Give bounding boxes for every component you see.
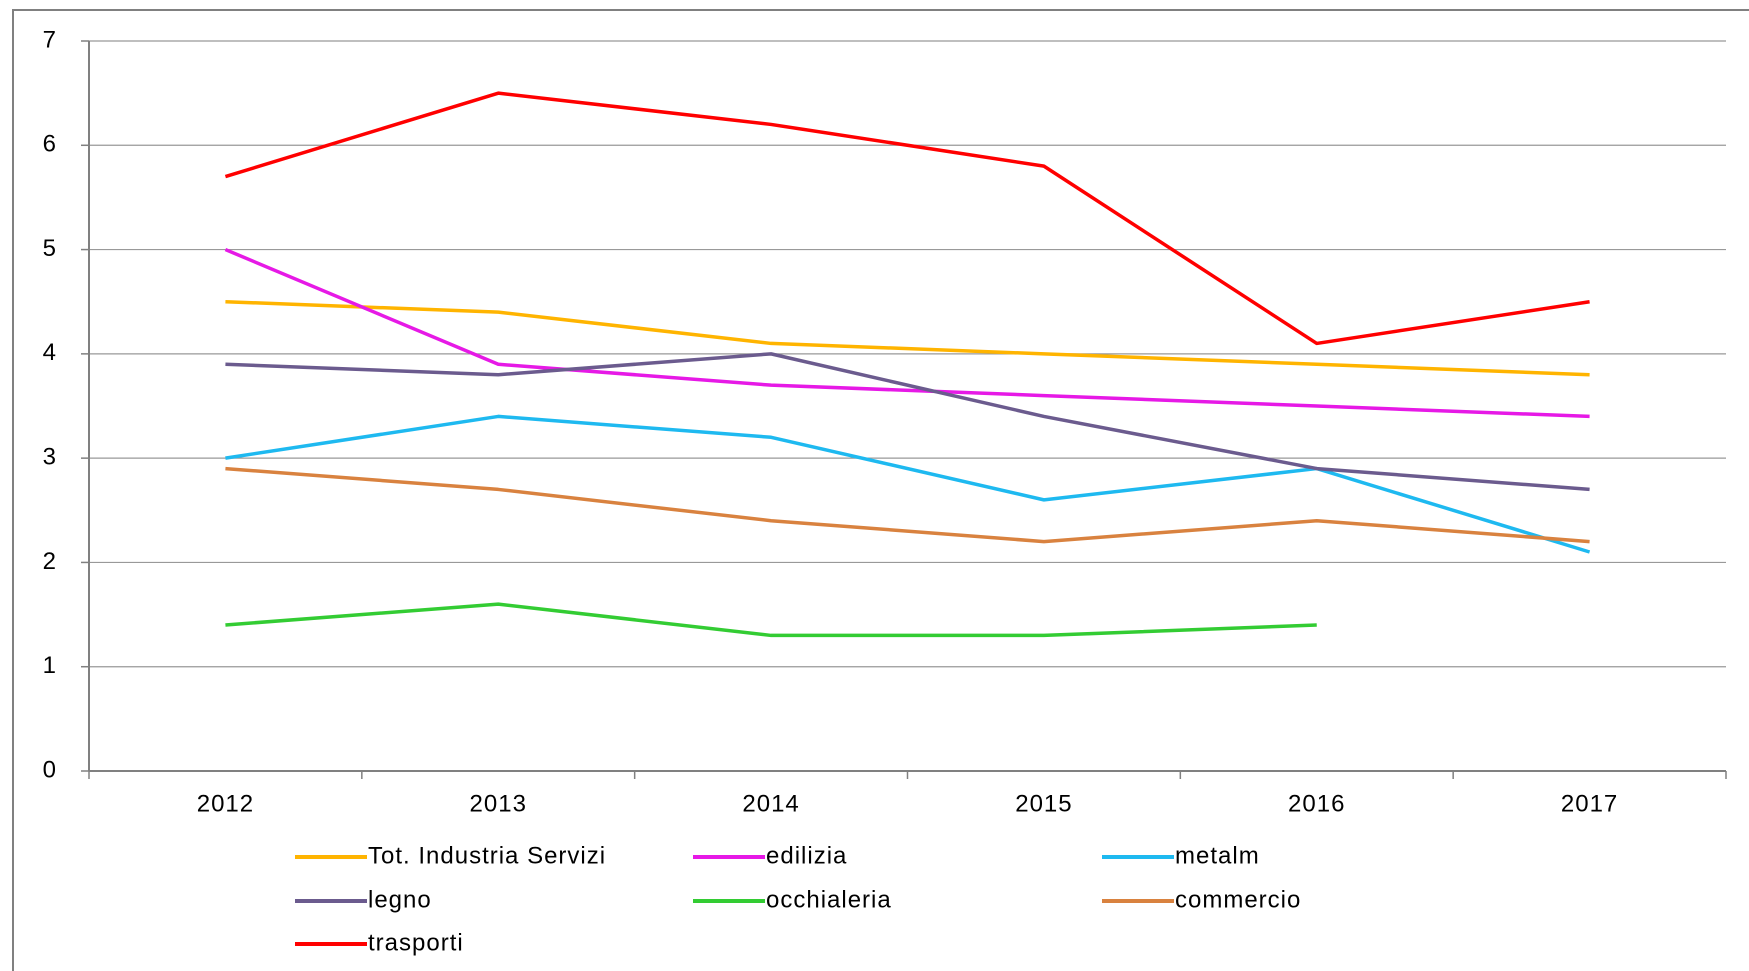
series-line xyxy=(224,247,1590,419)
y-tick-label: 7 xyxy=(43,26,57,53)
y-tick-label: 1 xyxy=(43,652,57,679)
x-tick-label: 2014 xyxy=(742,790,799,817)
y-tick-label: 3 xyxy=(43,443,57,470)
y-tick-label: 4 xyxy=(43,339,57,366)
y-tick-label: 6 xyxy=(43,131,57,158)
x-tick-label: 2017 xyxy=(1561,790,1618,817)
chart-frame xyxy=(12,9,1749,971)
legend-label: legno xyxy=(368,886,432,913)
y-tick-label: 2 xyxy=(43,548,57,575)
series-line xyxy=(225,414,1591,554)
legend-label: Tot. Industria Servizi xyxy=(368,842,606,869)
x-tick-label: 2012 xyxy=(197,790,254,817)
legend-label: metalm xyxy=(1175,842,1260,869)
legend-label: commercio xyxy=(1175,886,1301,913)
series-line xyxy=(225,602,1317,638)
x-tick-label: 2013 xyxy=(470,790,527,817)
y-tick-label: 5 xyxy=(43,235,57,262)
legend-label: occhialeria xyxy=(766,886,892,913)
series-line xyxy=(225,299,1590,377)
series-line xyxy=(225,352,1590,492)
legend-label: trasporti xyxy=(368,929,464,956)
x-tick-label: 2016 xyxy=(1288,790,1345,817)
y-tick-label: 0 xyxy=(43,756,57,783)
x-tick-label: 2015 xyxy=(1015,790,1072,817)
legend-label: edilizia xyxy=(766,842,847,869)
series-line xyxy=(224,91,1590,346)
series-line xyxy=(225,466,1590,544)
